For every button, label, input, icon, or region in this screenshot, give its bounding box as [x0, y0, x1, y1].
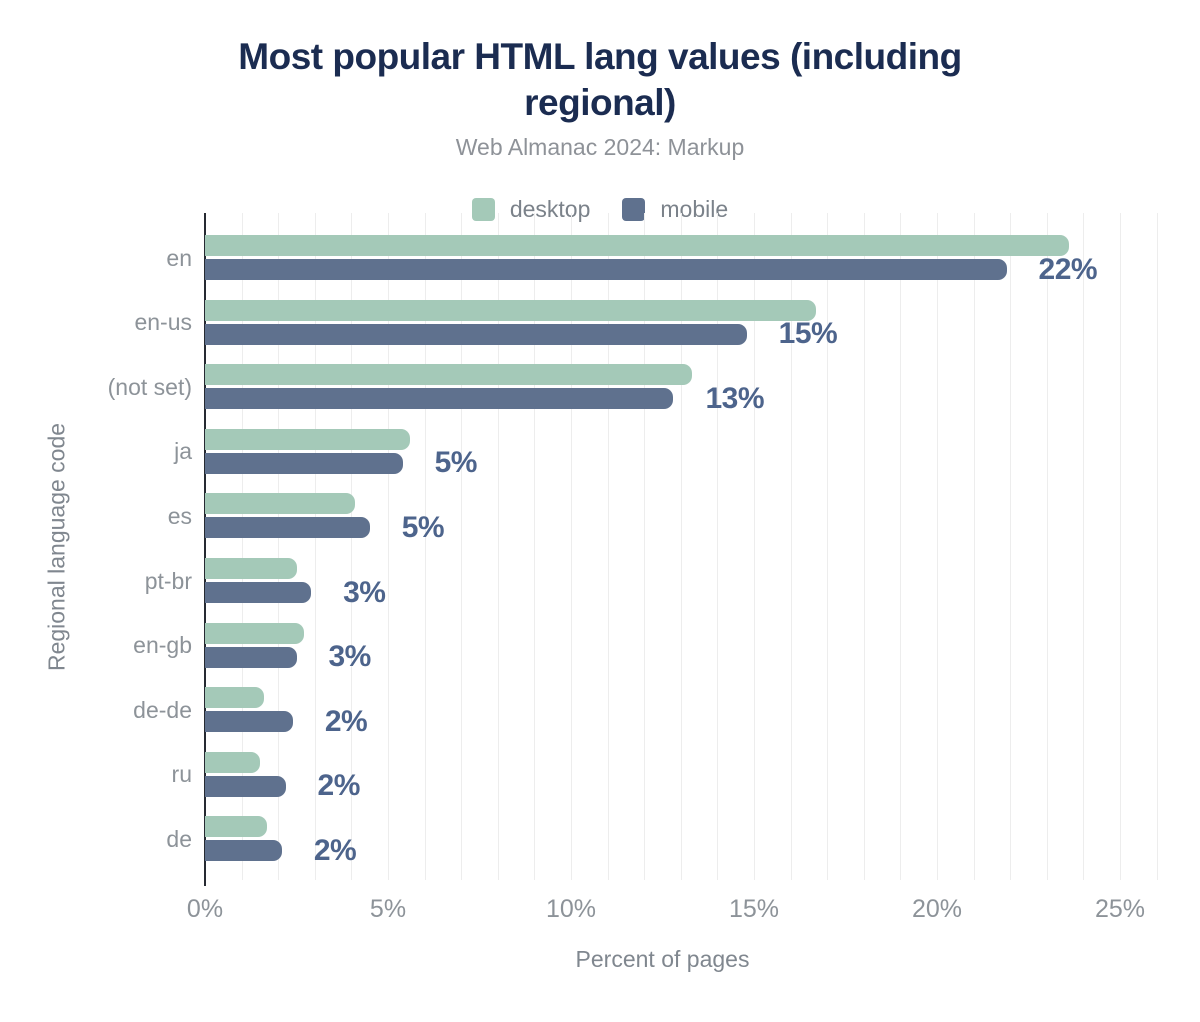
bar-desktop-en-us — [205, 299, 817, 321]
gridline — [754, 213, 755, 880]
bar-desktop-de — [205, 816, 268, 838]
gridline — [424, 213, 426, 880]
category-label-de: de — [166, 825, 192, 852]
category-label-en: en — [166, 244, 192, 271]
category-label-(not set): (not set) — [107, 373, 192, 400]
category-label-ja: ja — [174, 438, 192, 465]
bar-mobile-en — [205, 259, 1007, 280]
gridline — [351, 213, 353, 880]
bar-mobile-(not set) — [205, 388, 674, 410]
value-label-pt-br: 3% — [343, 575, 386, 609]
gridline — [790, 213, 792, 880]
value-label-ja: 5% — [434, 446, 478, 480]
category-label-ru: ru — [171, 761, 192, 788]
value-label-en: 22% — [1038, 252, 1098, 286]
y-axis-title: Regional language code — [43, 422, 70, 672]
y-axis-line — [204, 213, 206, 886]
bar-desktop-es — [205, 493, 356, 515]
gridline — [241, 213, 243, 880]
gridline — [827, 213, 829, 880]
gridline — [497, 213, 499, 880]
gridline — [1010, 213, 1012, 880]
bar-mobile-es — [205, 517, 370, 539]
gridline — [863, 213, 865, 880]
category-label-es: es — [167, 502, 192, 529]
value-label-de-de: 2% — [324, 704, 368, 738]
legend: desktop mobile — [0, 196, 1200, 223]
gridline — [1083, 213, 1085, 880]
category-label-pt-br: pt-br — [144, 567, 192, 594]
bar-mobile-de-de — [205, 711, 293, 733]
gridline — [314, 213, 316, 880]
value-label-(not set): 13% — [705, 381, 765, 415]
legend-item-mobile: mobile — [622, 196, 728, 223]
gridline — [973, 213, 975, 880]
category-label-de-de: de-de — [133, 696, 192, 723]
gridline — [717, 213, 719, 880]
legend-swatch-mobile — [622, 198, 646, 221]
legend-label-desktop: desktop — [509, 196, 591, 222]
bar-desktop-ru — [205, 751, 260, 773]
gridline — [534, 213, 536, 880]
gridline — [1120, 213, 1121, 880]
value-label-ru: 2% — [317, 769, 361, 803]
x-tick-0%: 0% — [186, 895, 224, 923]
gridline — [680, 213, 682, 880]
bar-mobile-ru — [205, 775, 286, 797]
bar-mobile-pt-br — [205, 582, 312, 603]
gridline — [388, 213, 389, 880]
x-tick-25%: 25% — [1094, 895, 1146, 923]
chart-subtitle: Web Almanac 2024: Markup — [455, 134, 745, 160]
x-tick-20%: 20% — [911, 895, 963, 923]
gridline — [571, 213, 572, 880]
gridline — [461, 213, 463, 880]
legend-item-desktop: desktop — [471, 196, 591, 223]
bar-mobile-de — [205, 840, 282, 862]
value-label-de: 2% — [313, 833, 357, 867]
bar-desktop-pt-br — [205, 558, 297, 579]
value-label-en-us: 15% — [778, 317, 838, 351]
chart-title: Most popular HTML lang values (including… — [0, 34, 1200, 126]
category-label-en-gb: en-gb — [133, 632, 192, 659]
bar-mobile-en-gb — [205, 646, 297, 668]
gridline — [900, 213, 902, 880]
bar-mobile-ja — [205, 452, 403, 474]
gridline — [1046, 213, 1048, 880]
value-label-es: 5% — [401, 510, 445, 544]
chart-title-line-1: Most popular HTML lang values (including — [238, 36, 962, 77]
x-tick-10%: 10% — [545, 895, 597, 923]
x-tick-5%: 5% — [369, 895, 407, 923]
x-axis-title: Percent of pages — [575, 946, 750, 972]
gridline — [1156, 213, 1158, 880]
bar-desktop-de-de — [205, 687, 264, 709]
bar-desktop-en-gb — [205, 622, 304, 644]
value-label-en-gb: 3% — [328, 640, 372, 674]
bar-desktop-ja — [205, 428, 410, 450]
bar-desktop-(not set) — [205, 364, 692, 386]
gridline — [278, 213, 280, 880]
chart-title-line-2: regional) — [524, 82, 676, 123]
gridline — [937, 213, 938, 880]
legend-swatch-desktop — [471, 198, 495, 221]
x-tick-15%: 15% — [728, 895, 780, 923]
gridline — [644, 213, 646, 880]
bar-desktop-en — [205, 235, 1069, 256]
gridline — [607, 213, 609, 880]
bar-mobile-en-us — [205, 323, 747, 345]
legend-label-mobile: mobile — [660, 196, 729, 222]
category-label-en-us: en-us — [134, 309, 192, 336]
